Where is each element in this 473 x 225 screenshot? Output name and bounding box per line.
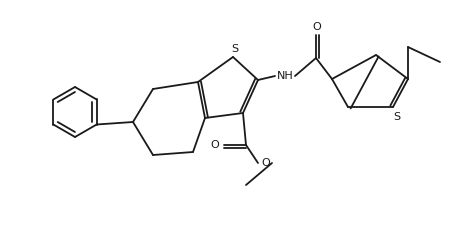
- Text: O: O: [262, 158, 271, 168]
- Text: S: S: [394, 112, 401, 122]
- Text: O: O: [210, 140, 219, 150]
- Text: NH: NH: [277, 71, 293, 81]
- Text: S: S: [231, 44, 238, 54]
- Text: O: O: [313, 22, 321, 32]
